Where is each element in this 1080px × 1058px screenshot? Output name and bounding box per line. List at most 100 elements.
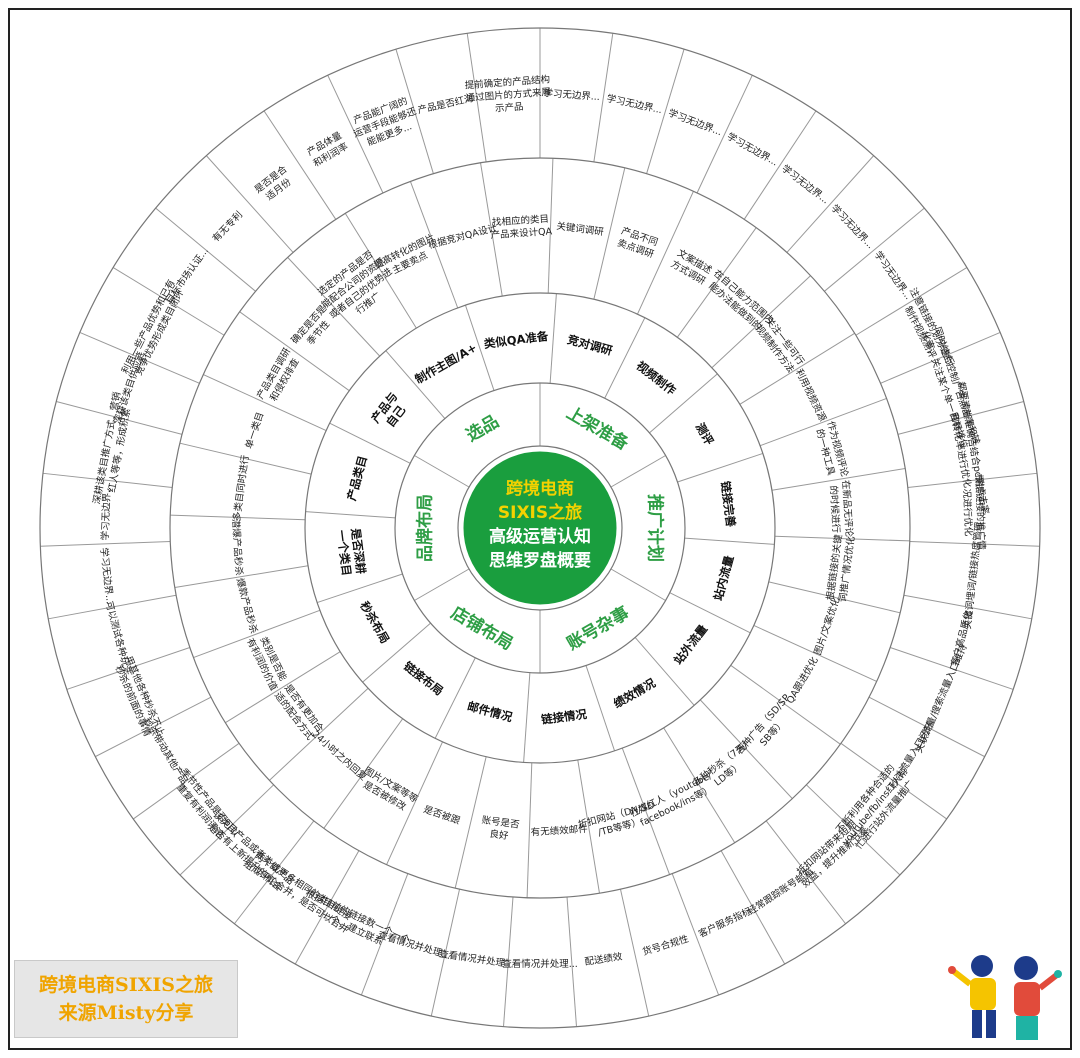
outer-divider [897, 401, 1024, 435]
outer-divider [395, 49, 434, 174]
outer-divider [855, 267, 968, 336]
outer-30: 用其他各种秒杀不止秒杀的前面的事情 [111, 654, 167, 743]
sector-2: 推广计划 [645, 494, 666, 562]
detail-10: 图片/文案优化 [812, 595, 843, 656]
sector-6: 选品 [463, 412, 502, 446]
outer-divider [903, 594, 1032, 620]
detail-divider [774, 535, 910, 542]
outer-21: 配送绩效 [584, 950, 624, 967]
sector-divider [414, 455, 470, 488]
outer-divider [671, 873, 720, 996]
outer-divider [868, 696, 985, 758]
detail-divider [386, 741, 444, 865]
detail-divider [170, 514, 306, 521]
detail-divider [409, 181, 459, 309]
detail-divider [577, 759, 600, 894]
category-13: 产品类目 [344, 454, 370, 502]
detail-divider [730, 664, 841, 745]
sector-divider [610, 568, 666, 601]
outer-38: 有无专利 [210, 209, 245, 245]
detail-divider [739, 332, 855, 405]
detail-32: 找相应的类目产品来设计QA [489, 213, 552, 242]
outer-4: 学习无边界... [725, 130, 780, 168]
detail-8: 在新品无评论的时候进行 [827, 480, 855, 539]
detail-divider [193, 609, 321, 659]
outer-divider [909, 541, 1040, 547]
sector-divider [414, 568, 470, 601]
category-10: 链接布局 [401, 659, 446, 698]
detail-20: 24小时之内回复 [310, 728, 370, 783]
category-5: 站内流量 [711, 554, 737, 603]
outer-divider [95, 696, 212, 758]
detail-divider [480, 162, 503, 297]
outer-divider [40, 541, 171, 547]
category-3: 测评 [693, 420, 717, 447]
outer-32: 学习无边界... [98, 547, 116, 605]
outer-divider [56, 401, 183, 435]
detail-divider [179, 442, 312, 475]
outer-20: 货号合规性 [641, 933, 690, 958]
detail-17: 账号是否良好 [479, 815, 520, 844]
detail-divider [239, 311, 350, 392]
ring-1 [457, 445, 623, 611]
outer-7: 学习无边界... [872, 249, 915, 302]
detail-divider [699, 699, 793, 799]
credit-box: 跨境电商SIXIS之旅 来源Misty分享 [14, 960, 238, 1038]
category-divider [649, 373, 718, 434]
category-16: 类似QA准备 [483, 329, 549, 351]
outer-divider [619, 889, 650, 1017]
outer-divider [503, 896, 514, 1027]
detail-divider [323, 718, 404, 829]
outer-divider [205, 155, 294, 253]
outer-19: 客户服务指标 [697, 905, 754, 940]
outer-divider [79, 331, 200, 384]
outer-divider [48, 594, 177, 620]
outer-6: 学习无边界... [829, 202, 877, 251]
detail-3: 文案描述方式调研 [669, 247, 715, 288]
detail-divider [454, 756, 487, 889]
category-divider [434, 657, 476, 739]
outer-divider [593, 33, 614, 163]
detail-divider [768, 581, 901, 614]
outer-34: 深耕该类目推广方式，营销红人等等，形成积累 [91, 390, 136, 507]
ring-5 [39, 27, 1041, 1029]
category-7: 绩效情况 [611, 676, 658, 711]
category-4: 链接完善 [718, 480, 738, 528]
category-6: 站外流量 [671, 622, 711, 667]
category-divider [634, 637, 695, 706]
category-divider [684, 537, 775, 545]
category-divider [316, 573, 403, 604]
outer-divider [824, 207, 925, 292]
detail-24: 潜爆产品秒杀 [229, 518, 245, 576]
outer-divider [466, 33, 487, 163]
category-1: 竞对调研 [566, 332, 615, 358]
category-divider [604, 317, 646, 399]
outer-divider [294, 850, 360, 965]
sector-5: 品牌布局 [414, 494, 435, 562]
outer-divider [646, 49, 685, 174]
outer-37: 目标市场认证... [163, 245, 211, 306]
detail-divider [663, 727, 736, 843]
detail-divider [203, 374, 327, 432]
outer-3: 学习无边界... [667, 107, 724, 138]
detail-31: 根据竞对QA设计 [427, 221, 499, 251]
outer-18: 经常跟踪账号邮箱 [745, 866, 815, 918]
center-line-1: 跨境电商 [506, 478, 574, 499]
sector-divider [610, 455, 666, 488]
outer-divider [155, 207, 256, 292]
outer-divider [720, 850, 786, 965]
outer-divider [66, 646, 190, 690]
outer-divider [112, 267, 225, 336]
category-divider [523, 672, 531, 763]
category-8: 链接情况 [540, 707, 588, 727]
credit-line-1: 跨境电商SIXIS之旅 [39, 974, 213, 996]
outer-divider [42, 472, 173, 489]
outer-divider [263, 110, 337, 220]
outer-1: 学习无边界... [543, 87, 600, 103]
outer-16: 不断利用各种合适的youtube/fb/ins红人帮忙进行站外流量推广 [830, 758, 921, 856]
detail-9: 根据链接的关键词推广情况优化 [824, 533, 857, 603]
detail-divider [344, 213, 417, 329]
category-divider [677, 452, 764, 483]
